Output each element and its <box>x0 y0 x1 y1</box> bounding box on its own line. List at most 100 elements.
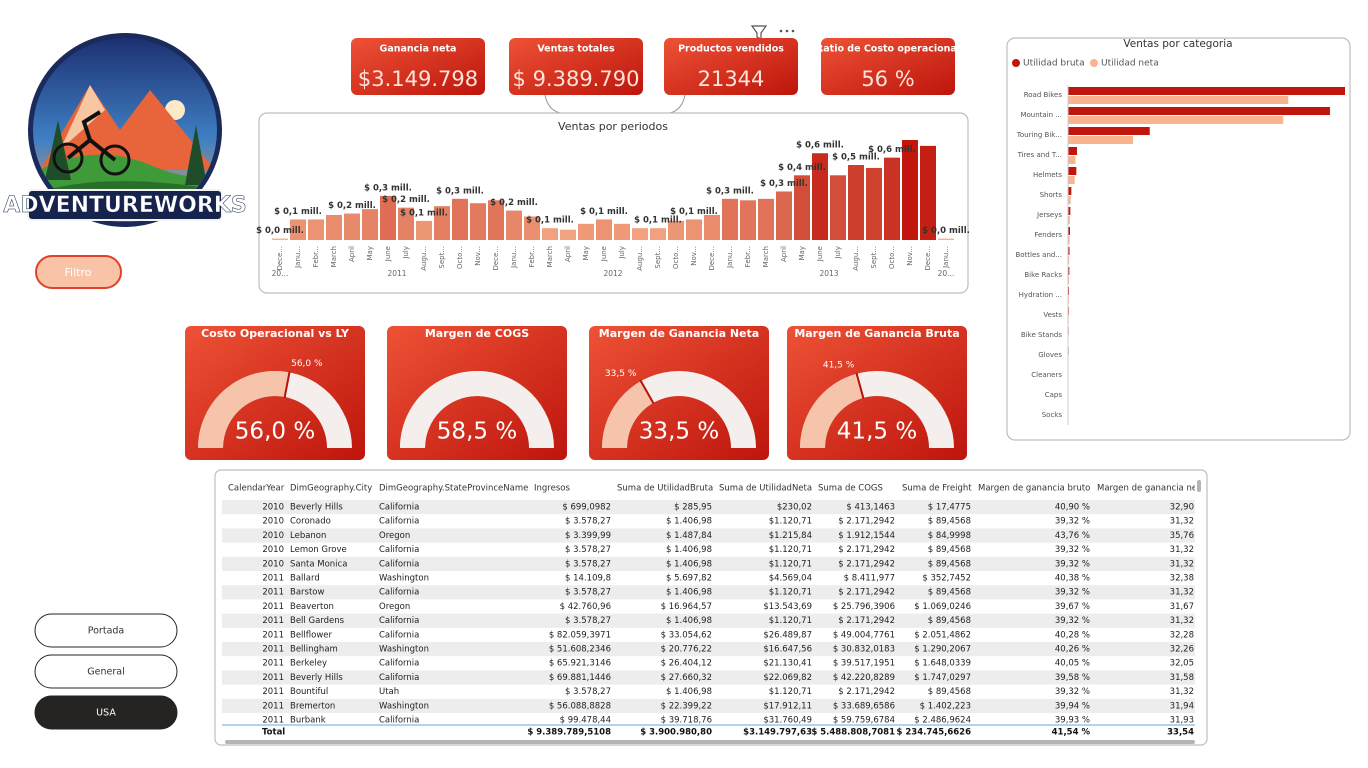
table-cell: $ 33.054,62 <box>661 630 712 640</box>
table-cell: Oregon <box>379 531 410 541</box>
row-stripe <box>222 613 1195 628</box>
table-cell: California <box>379 659 419 669</box>
column-header: Suma de UtilidadNeta <box>719 484 812 494</box>
x-tick-label: March <box>762 246 770 267</box>
bar <box>416 220 432 240</box>
table-cell: California <box>379 673 419 683</box>
table-cell: $ 699,0982 <box>562 503 611 513</box>
table-cell: $ 1.487,84 <box>666 531 712 541</box>
table-cell: 39,93 % <box>1055 716 1090 726</box>
bar <box>1068 87 1345 95</box>
bar <box>830 175 846 240</box>
y-tick-label: Hydration ... <box>1019 291 1062 299</box>
column-header: Suma de Freight <box>902 484 972 494</box>
table-cell: 39,32 % <box>1055 559 1090 569</box>
legend-label: Utilidad neta <box>1101 59 1159 69</box>
data-label: $ 0,6 mill. <box>868 145 916 155</box>
x-tick-label: Febr... <box>312 246 320 267</box>
bar <box>542 228 558 240</box>
table-cell: 2011 <box>262 574 284 584</box>
x-tick-label: Febr... <box>744 246 752 267</box>
nav-button-bg <box>34 613 178 648</box>
table-cell: Beverly Hills <box>290 503 343 513</box>
table-cell: $1.120,71 <box>769 616 812 626</box>
table-cell: $ 1.648,0339 <box>914 659 971 669</box>
x-tick-label: Sept... <box>438 246 446 269</box>
nav-button[interactable]: Portada <box>34 613 178 648</box>
table-cell: 32,90 <box>1170 503 1194 513</box>
table-cell: 31,32 <box>1170 545 1194 555</box>
table-cell: 32,26 <box>1170 645 1194 655</box>
nav-button[interactable]: General <box>34 654 178 689</box>
chart-title: Ventas por categoria <box>1123 38 1232 50</box>
x-tick-label: Janu... <box>726 246 734 269</box>
x-tick-label: Dece... <box>276 246 284 271</box>
gauge-card: Margen de COGS 58,5 % <box>387 326 567 460</box>
table-cell: $ 2.486,9624 <box>914 716 971 726</box>
bar <box>614 223 630 240</box>
table-cell: California <box>379 588 419 598</box>
bar <box>1068 216 1070 224</box>
bar <box>398 207 414 240</box>
table-cell: $ 25.796,3906 <box>833 602 895 612</box>
table-cell: $ 1.402,223 <box>920 701 971 711</box>
table-cell: Beaverton <box>290 602 334 612</box>
kpi-title: Ratio de Costo operacional <box>816 44 960 55</box>
bar <box>1068 147 1078 155</box>
bar <box>362 209 378 240</box>
bar <box>1068 127 1150 135</box>
x-tick-label: Nov... <box>906 246 914 266</box>
table-cell: Lebanon <box>290 531 326 541</box>
filter-button[interactable]: Filtro <box>35 255 122 289</box>
navigation: Portada General USA <box>34 613 178 730</box>
table-cell: California <box>379 616 419 626</box>
kpi-card: Ratio de Costo operacional 56 % <box>816 38 960 95</box>
bar <box>758 198 774 240</box>
nav-button[interactable]: USA <box>34 695 178 730</box>
x-tick-label: June <box>384 246 392 262</box>
bar <box>1068 207 1071 215</box>
table-cell: Washington <box>379 645 429 655</box>
table-cell: $ 89,4568 <box>928 559 971 569</box>
table-cell: Beverly Hills <box>290 673 343 683</box>
nav-button-label: Portada <box>88 626 125 637</box>
x-tick-label: Sept... <box>870 246 878 269</box>
bar <box>776 191 792 240</box>
bar <box>1068 227 1071 235</box>
row-stripe <box>222 528 1195 543</box>
table-cell: $ 84,9998 <box>928 531 971 541</box>
table-cell: 40,28 % <box>1055 630 1090 640</box>
gauge-value: 41,5 % <box>837 419 917 445</box>
y-tick-label: Vests <box>1043 311 1062 319</box>
bar <box>344 213 360 240</box>
bar <box>488 200 504 240</box>
table-cell: $ 42.220,8289 <box>833 673 895 683</box>
gauge-target-label: 33,5 % <box>605 369 637 379</box>
table-cell: 31,32 <box>1170 559 1194 569</box>
table-cell: Barstow <box>290 588 324 598</box>
table-total-cell: $ 234.745,6626 <box>897 728 972 738</box>
table-cell: $ 5.697,82 <box>666 574 712 584</box>
table-cell: 32,38 <box>1170 574 1194 584</box>
bar <box>1068 116 1284 124</box>
table-cell: 2011 <box>262 701 284 711</box>
table-cell: 31,93 <box>1170 716 1194 726</box>
bar <box>470 203 486 240</box>
data-label: $ 0,2 mill. <box>382 195 430 205</box>
nav-button-label: General <box>87 667 124 678</box>
bar <box>308 219 324 240</box>
table-cell: 2010 <box>262 559 284 569</box>
table-cell: Bountiful <box>290 687 328 697</box>
x-tick-label: Augu... <box>852 246 860 271</box>
bar <box>704 215 720 240</box>
table-cell: 2010 <box>262 531 284 541</box>
bar <box>272 238 288 240</box>
table-cell: Burbank <box>290 716 326 726</box>
nav-button-bg <box>34 695 178 730</box>
table-total-cell: $ 9.389.789,5108 <box>527 728 611 738</box>
table-cell: Oregon <box>379 602 410 612</box>
x-tick-label: July <box>834 246 842 260</box>
x-tick-label: Nov... <box>690 246 698 266</box>
table-cell: $ 89,4568 <box>928 545 971 555</box>
table-cell: $ 16.964,57 <box>661 602 712 612</box>
